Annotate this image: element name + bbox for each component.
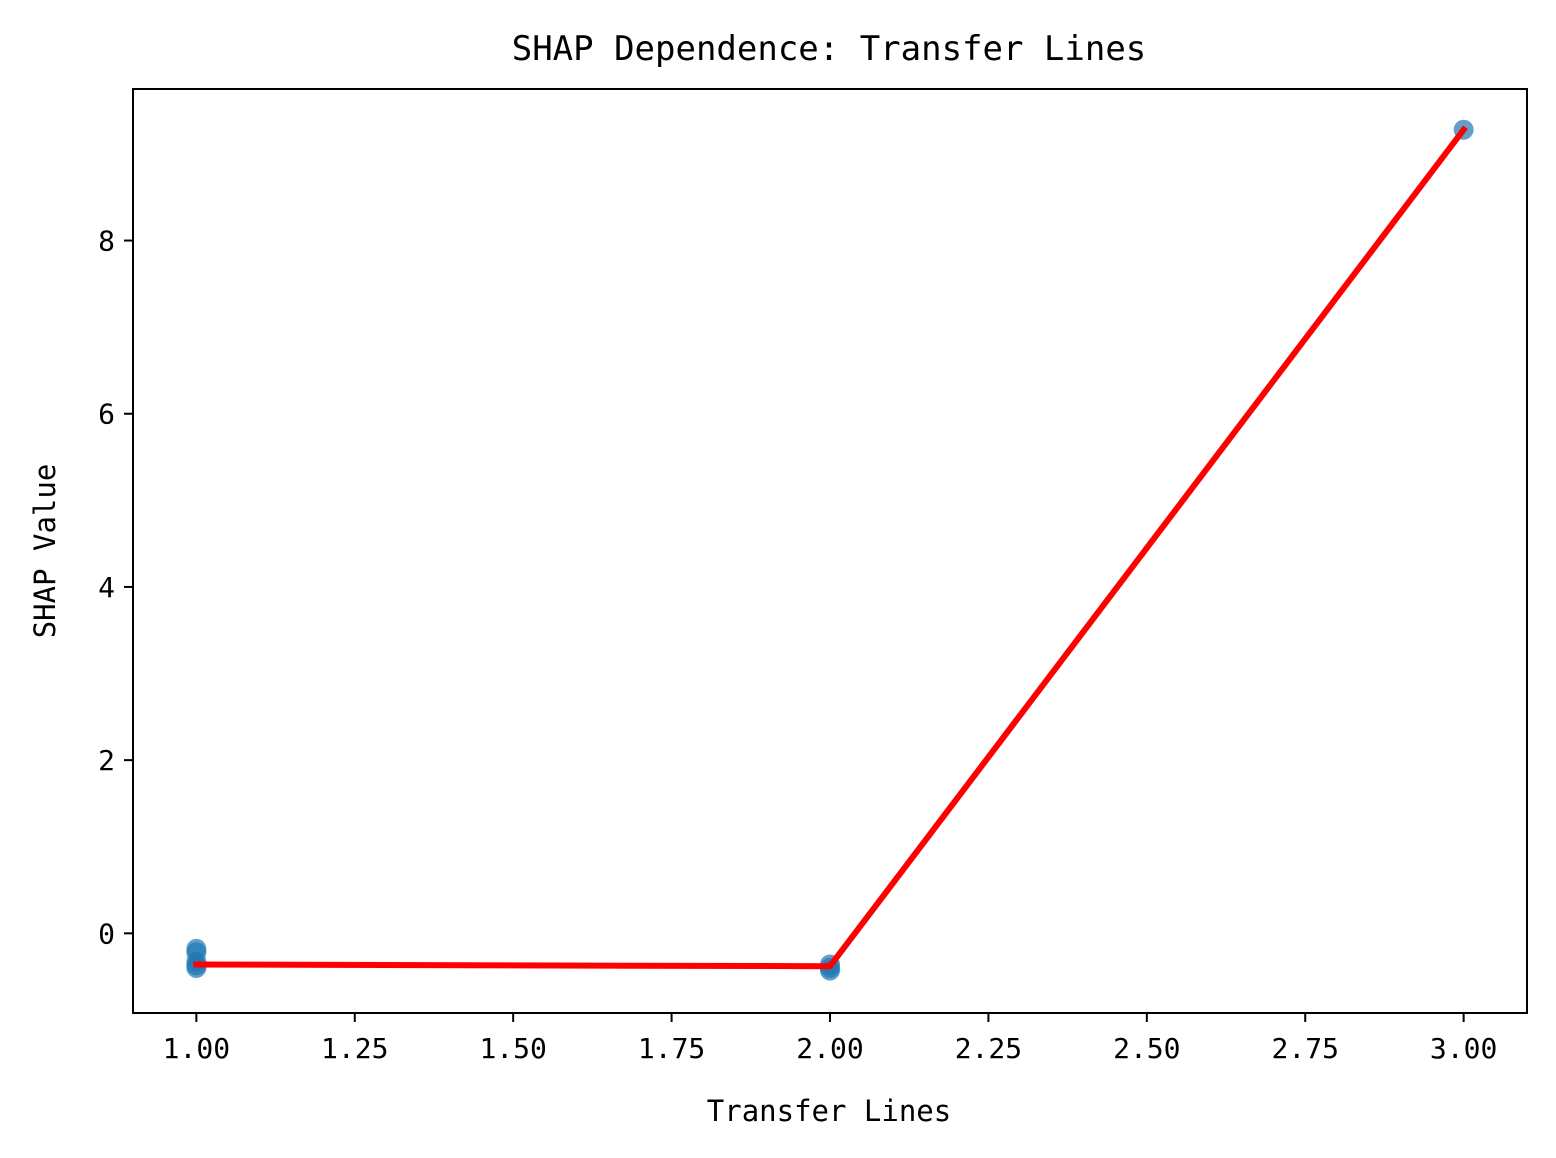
y-tick-label: 4 bbox=[98, 571, 115, 604]
y-tick-label: 8 bbox=[98, 225, 115, 258]
y-tick-label: 0 bbox=[98, 917, 115, 950]
axes-frame bbox=[132, 88, 1528, 1014]
x-tick-label: 1.25 bbox=[321, 1032, 388, 1065]
x-tick-label: 2.00 bbox=[796, 1032, 863, 1065]
x-tick-label: 1.00 bbox=[163, 1032, 230, 1065]
y-tick-label: 2 bbox=[98, 744, 115, 777]
x-tick-label: 2.50 bbox=[1113, 1032, 1180, 1065]
scatter-point bbox=[186, 957, 207, 978]
x-tick-label: 2.75 bbox=[1272, 1032, 1339, 1065]
x-tick-label: 3.00 bbox=[1430, 1032, 1497, 1065]
plot-area bbox=[186, 119, 1474, 981]
trend-line bbox=[193, 125, 1468, 970]
y-tick-label: 6 bbox=[98, 398, 115, 431]
x-tick-label: 1.75 bbox=[638, 1032, 705, 1065]
x-axis-label: Transfer Lines bbox=[707, 1094, 951, 1128]
x-tick-label: 2.25 bbox=[955, 1032, 1022, 1065]
chart-title: SHAP Dependence: Transfer Lines bbox=[512, 29, 1147, 69]
y-axis-label: SHAP Value bbox=[28, 464, 62, 639]
x-tick-label: 1.50 bbox=[479, 1032, 546, 1065]
